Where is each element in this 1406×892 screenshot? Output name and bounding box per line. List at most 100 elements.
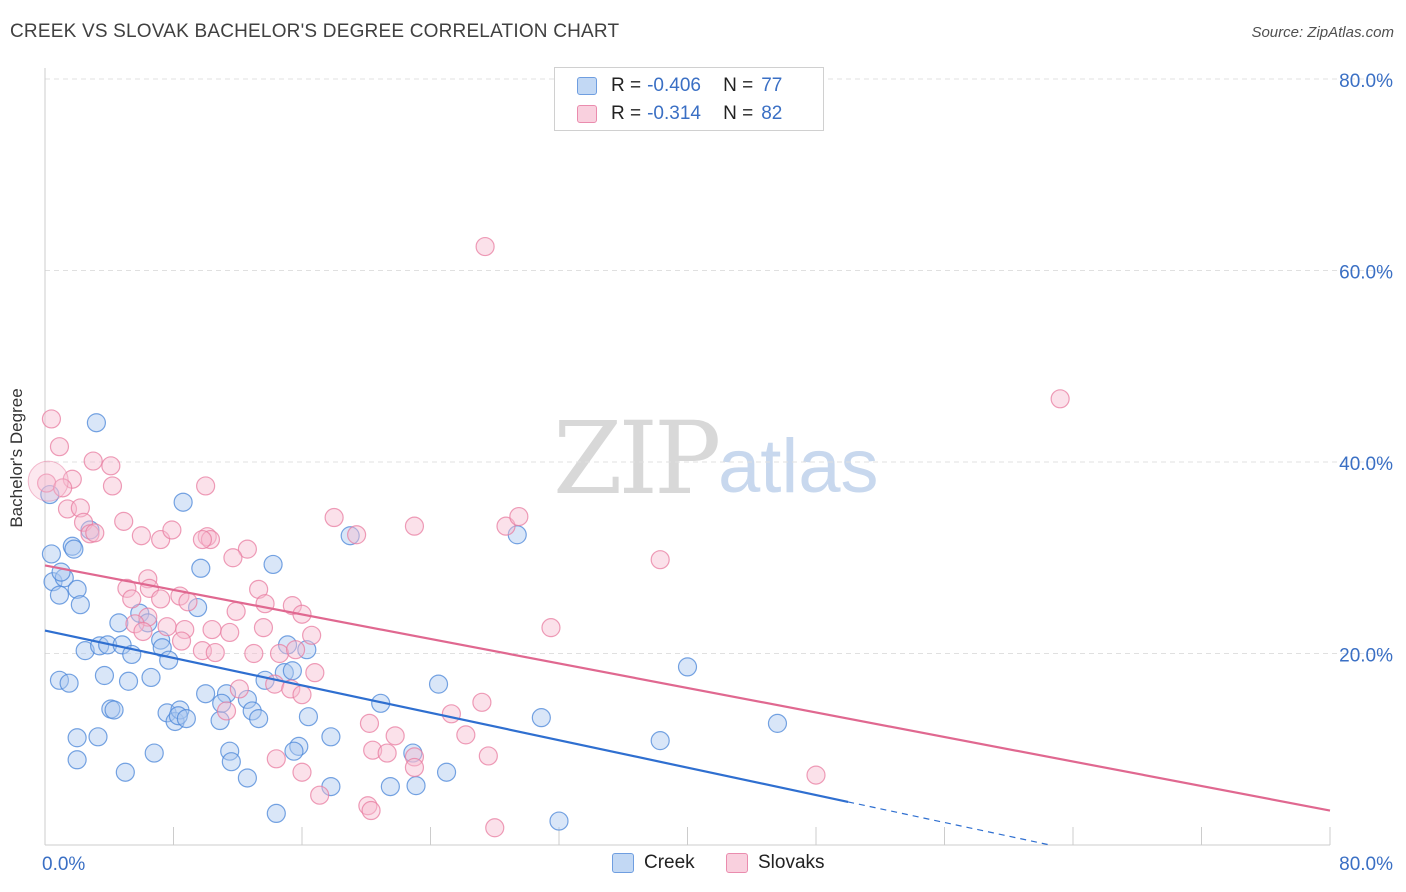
- creek-r-label: R =: [611, 75, 642, 96]
- slovak-point: [255, 594, 275, 614]
- slovak-point: [509, 506, 529, 527]
- slovak-point: [131, 526, 151, 546]
- creek-point: [86, 413, 107, 433]
- creek-r-value: -0.406: [647, 75, 701, 96]
- slovak-point: [541, 618, 561, 638]
- slovak-point: [70, 498, 90, 518]
- creek-point: [176, 709, 196, 729]
- slovak-point: [85, 523, 105, 543]
- gridlines: [45, 78, 1392, 654]
- creek-point: [64, 539, 84, 559]
- creek-point: [266, 803, 286, 824]
- creek-point: [94, 665, 115, 686]
- creek-point: [210, 710, 230, 731]
- slovak-point: [269, 643, 290, 664]
- trend-lines: [44, 564, 1331, 846]
- legend-row-creek: R = -0.406 N = 77: [577, 74, 782, 98]
- slovak-point: [472, 692, 492, 712]
- slovak-point: [192, 529, 213, 550]
- series-legend: Creek Slovaks: [0, 852, 1406, 876]
- slovak-point: [1050, 389, 1070, 409]
- tick-labels: 20.0% 40.0% 60.0% 80.0% 0.0% 80.0%: [42, 71, 1393, 875]
- slovak-point: [200, 529, 221, 550]
- slovak-point: [404, 516, 425, 536]
- creek-point: [221, 752, 241, 772]
- creek-point: [297, 640, 317, 660]
- legend-row-slovaks: R = -0.314 N = 82: [577, 102, 782, 126]
- creek-swatch: [577, 77, 597, 95]
- slovak-point: [292, 762, 312, 782]
- slovak-point: [237, 539, 257, 559]
- slovak-point: [83, 451, 103, 471]
- slovak-point: [478, 746, 498, 766]
- creek-point: [159, 650, 179, 670]
- slovak-point: [305, 663, 325, 683]
- slovak-point: [114, 511, 134, 531]
- creek-n-label: N =: [723, 75, 754, 96]
- creek-trend-line: [44, 629, 849, 803]
- creek-point: [109, 613, 129, 633]
- slovak-point: [102, 476, 123, 496]
- slovak-trend-line: [44, 564, 1331, 812]
- slovaks-n-value: 82: [761, 103, 783, 124]
- slovak-point: [496, 516, 516, 536]
- data-points: [27, 236, 1070, 838]
- creek-point: [144, 743, 164, 763]
- slovak-point: [101, 456, 121, 476]
- slovak-point: [171, 631, 192, 651]
- creek-point: [88, 727, 108, 747]
- creek-point: [298, 707, 319, 727]
- legend-item-slovaks[interactable]: Slovaks: [726, 852, 825, 874]
- creek-point: [767, 713, 788, 733]
- slovak-point: [385, 726, 405, 746]
- slovak-point: [151, 589, 171, 609]
- creek-point: [191, 558, 211, 578]
- creek-n-value: 77: [761, 75, 783, 96]
- creek-point: [41, 544, 62, 564]
- slovaks-r-label: R =: [611, 103, 642, 124]
- creek-point: [196, 684, 216, 704]
- slovaks-legend-label: Slovaks: [758, 852, 825, 873]
- x-tick-label: 0.0%: [42, 854, 85, 875]
- creek-point: [187, 597, 208, 618]
- slovak-point: [162, 520, 182, 540]
- slovak-point: [223, 548, 243, 568]
- creek-point: [263, 554, 283, 575]
- slovaks-legend-swatch: [726, 853, 748, 873]
- creek-point: [216, 684, 237, 704]
- creek-point: [67, 750, 87, 770]
- slovak-point: [157, 617, 177, 637]
- axes: [44, 68, 1331, 846]
- slovak-point: [361, 800, 381, 821]
- creek-point: [152, 638, 172, 658]
- creek-point: [118, 671, 139, 691]
- slovak-point: [244, 643, 264, 664]
- slovak-cluster-point: [27, 460, 69, 502]
- creek-point: [115, 762, 135, 782]
- creek-point: [436, 762, 457, 782]
- slovak-point: [249, 579, 269, 599]
- creek-point: [282, 661, 302, 681]
- slovaks-n-label: N =: [723, 103, 754, 124]
- slovak-point: [53, 478, 73, 498]
- slovak-point: [475, 236, 495, 257]
- creek-point: [428, 674, 449, 694]
- creek-point: [677, 657, 698, 677]
- slovak-point: [205, 642, 225, 663]
- slovak-point: [359, 713, 380, 733]
- creek-point: [141, 667, 161, 688]
- creek-point: [59, 673, 79, 693]
- creek-point: [51, 562, 71, 582]
- slovak-point: [41, 409, 62, 429]
- y-tick-label: 60.0%: [1339, 263, 1393, 284]
- creek-point: [549, 811, 569, 831]
- watermark-atlas: atlas: [718, 424, 879, 509]
- legend-item-creek[interactable]: Creek: [612, 852, 695, 874]
- slovaks-swatch: [577, 105, 597, 123]
- slovak-point: [806, 765, 826, 785]
- slovak-point: [125, 614, 145, 634]
- creek-point: [242, 701, 262, 721]
- slovak-point: [292, 685, 312, 705]
- slovak-point: [122, 589, 142, 609]
